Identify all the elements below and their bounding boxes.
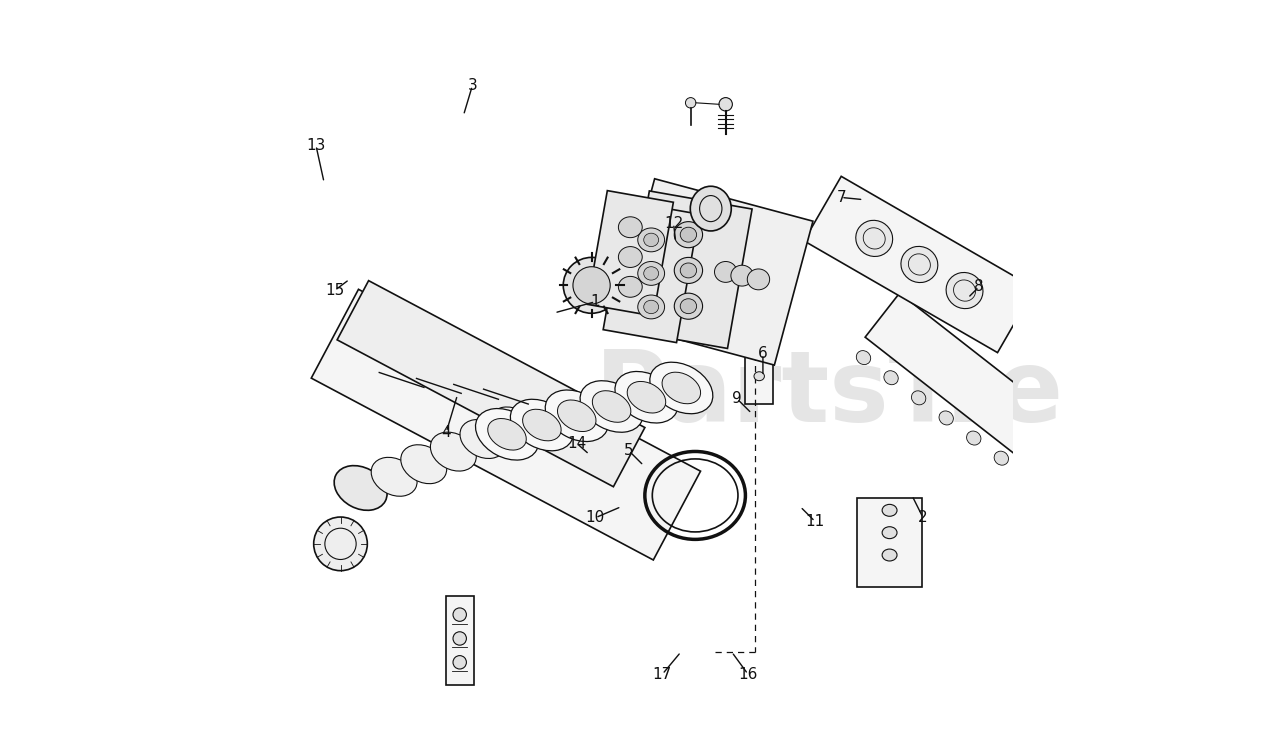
- Polygon shape: [865, 293, 1123, 512]
- Text: 2: 2: [918, 510, 928, 525]
- Polygon shape: [311, 289, 700, 560]
- Ellipse shape: [714, 261, 737, 282]
- Ellipse shape: [680, 227, 696, 242]
- Ellipse shape: [856, 351, 870, 364]
- Polygon shape: [625, 191, 753, 349]
- Ellipse shape: [614, 372, 678, 423]
- Ellipse shape: [754, 352, 764, 361]
- Ellipse shape: [690, 186, 731, 231]
- Polygon shape: [856, 498, 923, 587]
- Ellipse shape: [882, 504, 897, 516]
- Ellipse shape: [618, 217, 643, 238]
- Ellipse shape: [637, 295, 664, 319]
- Text: 14: 14: [567, 436, 586, 451]
- Ellipse shape: [901, 247, 938, 282]
- Ellipse shape: [644, 300, 659, 314]
- Ellipse shape: [522, 409, 561, 441]
- Text: 4: 4: [442, 425, 451, 440]
- Ellipse shape: [940, 411, 954, 425]
- Ellipse shape: [680, 299, 696, 314]
- Text: 3: 3: [467, 78, 477, 93]
- Ellipse shape: [882, 549, 897, 561]
- Polygon shape: [588, 191, 673, 316]
- Ellipse shape: [966, 431, 980, 445]
- Ellipse shape: [401, 445, 447, 484]
- Ellipse shape: [430, 432, 476, 471]
- Ellipse shape: [753, 332, 765, 342]
- Ellipse shape: [1050, 492, 1064, 505]
- Ellipse shape: [911, 391, 925, 405]
- Ellipse shape: [856, 221, 892, 256]
- Ellipse shape: [637, 228, 664, 252]
- Polygon shape: [616, 179, 813, 365]
- Ellipse shape: [563, 258, 620, 314]
- Ellipse shape: [593, 390, 631, 422]
- Ellipse shape: [580, 381, 643, 432]
- Ellipse shape: [650, 362, 713, 413]
- Polygon shape: [603, 201, 699, 343]
- Text: PartsTre: PartsTre: [595, 346, 1065, 443]
- Ellipse shape: [488, 419, 526, 450]
- Text: 7: 7: [836, 190, 846, 205]
- Ellipse shape: [995, 451, 1009, 465]
- Ellipse shape: [754, 372, 764, 381]
- Text: 9: 9: [732, 391, 741, 406]
- Ellipse shape: [627, 381, 666, 413]
- Text: 17: 17: [653, 667, 672, 682]
- Text: 5: 5: [625, 443, 634, 458]
- FancyBboxPatch shape: [445, 596, 474, 685]
- Ellipse shape: [644, 267, 659, 280]
- Ellipse shape: [751, 306, 768, 323]
- Ellipse shape: [545, 390, 608, 442]
- Ellipse shape: [884, 371, 899, 384]
- Ellipse shape: [662, 372, 700, 404]
- Ellipse shape: [314, 517, 367, 571]
- Ellipse shape: [489, 407, 535, 446]
- Ellipse shape: [882, 527, 897, 539]
- Ellipse shape: [460, 419, 506, 458]
- Ellipse shape: [686, 98, 696, 108]
- Ellipse shape: [334, 466, 387, 510]
- Text: 6: 6: [758, 346, 768, 361]
- Polygon shape: [745, 274, 773, 404]
- Ellipse shape: [675, 258, 703, 284]
- Text: 15: 15: [325, 283, 344, 298]
- Ellipse shape: [748, 269, 769, 290]
- Polygon shape: [337, 281, 645, 486]
- Ellipse shape: [618, 247, 643, 267]
- Ellipse shape: [946, 273, 983, 308]
- Ellipse shape: [675, 293, 703, 320]
- Ellipse shape: [475, 408, 539, 460]
- Text: 13: 13: [306, 138, 325, 153]
- Ellipse shape: [680, 263, 696, 278]
- Ellipse shape: [453, 632, 466, 645]
- Ellipse shape: [511, 399, 573, 451]
- Text: 1: 1: [590, 294, 600, 309]
- Ellipse shape: [1021, 472, 1036, 485]
- Ellipse shape: [618, 276, 643, 297]
- Ellipse shape: [453, 656, 466, 669]
- Ellipse shape: [751, 284, 768, 300]
- Ellipse shape: [675, 222, 703, 248]
- Text: 8: 8: [974, 279, 984, 294]
- Text: 16: 16: [739, 667, 758, 682]
- Text: 10: 10: [586, 510, 605, 525]
- Text: 12: 12: [664, 216, 684, 231]
- Ellipse shape: [558, 400, 596, 431]
- Ellipse shape: [573, 267, 611, 304]
- Ellipse shape: [731, 265, 753, 286]
- Ellipse shape: [637, 261, 664, 285]
- Ellipse shape: [453, 608, 466, 621]
- Ellipse shape: [371, 457, 417, 496]
- Text: 11: 11: [805, 514, 824, 529]
- Ellipse shape: [644, 233, 659, 247]
- Ellipse shape: [719, 98, 732, 111]
- Polygon shape: [804, 177, 1034, 352]
